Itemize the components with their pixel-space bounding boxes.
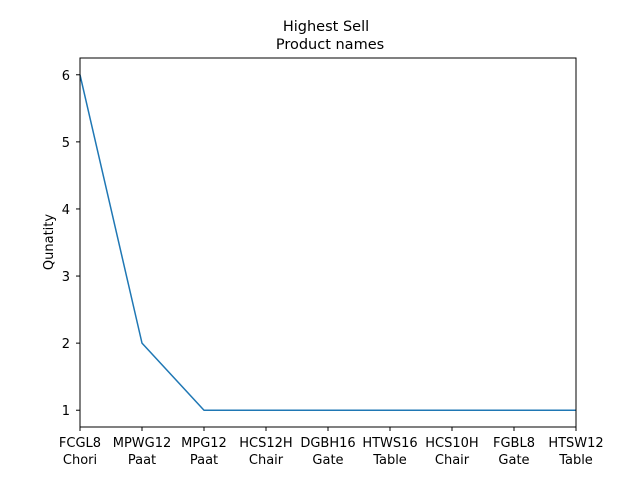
chart-title: Highest Sell: [283, 19, 369, 35]
x-tick-label: Chair: [435, 453, 470, 468]
x-tick-label: HTWS16: [362, 436, 417, 451]
x-tick-label: Table: [558, 453, 593, 468]
x-tick-label: MPG12: [181, 436, 227, 451]
chart-subtitle: Product names: [276, 37, 384, 53]
x-tick-label: DGBH16: [300, 436, 355, 451]
x-tick-label: Chair: [249, 453, 284, 468]
x-tick-label: HCS12H: [239, 436, 292, 451]
x-tick-label: Gate: [498, 453, 529, 468]
plot-area: [80, 58, 576, 427]
y-tick-label: 6: [62, 69, 70, 84]
x-tick-label: Table: [372, 453, 407, 468]
plot-frame: [79, 57, 577, 428]
y-tick-label: 5: [62, 136, 70, 151]
x-tick-label: FGBL8: [493, 436, 535, 451]
x-tick-label: Paat: [190, 453, 218, 468]
x-tick-label: MPWG12: [113, 436, 172, 451]
y-tick-label: 3: [62, 270, 70, 285]
x-tick-label: HTSW12: [548, 436, 603, 451]
x-tick-label: Gate: [312, 453, 343, 468]
series-line: [79, 74, 576, 411]
y-axis-ticks: 1 2 3 4 5 6: [62, 69, 80, 419]
x-tick-label: Chori: [63, 453, 97, 468]
x-tick-label: HCS10H: [425, 436, 478, 451]
y-tick-label: 4: [62, 203, 70, 218]
y-tick-label: 2: [62, 337, 70, 352]
y-axis-label: Qunatity: [42, 214, 57, 270]
y-tick-label: 1: [62, 404, 70, 419]
x-tick-label: Paat: [128, 453, 156, 468]
x-tick-label: FCGL8: [59, 436, 101, 451]
x-axis-ticks: FCGL8 Chori MPWG12 Paat MPG12 Paat HCS12H Chair…: [59, 427, 604, 468]
